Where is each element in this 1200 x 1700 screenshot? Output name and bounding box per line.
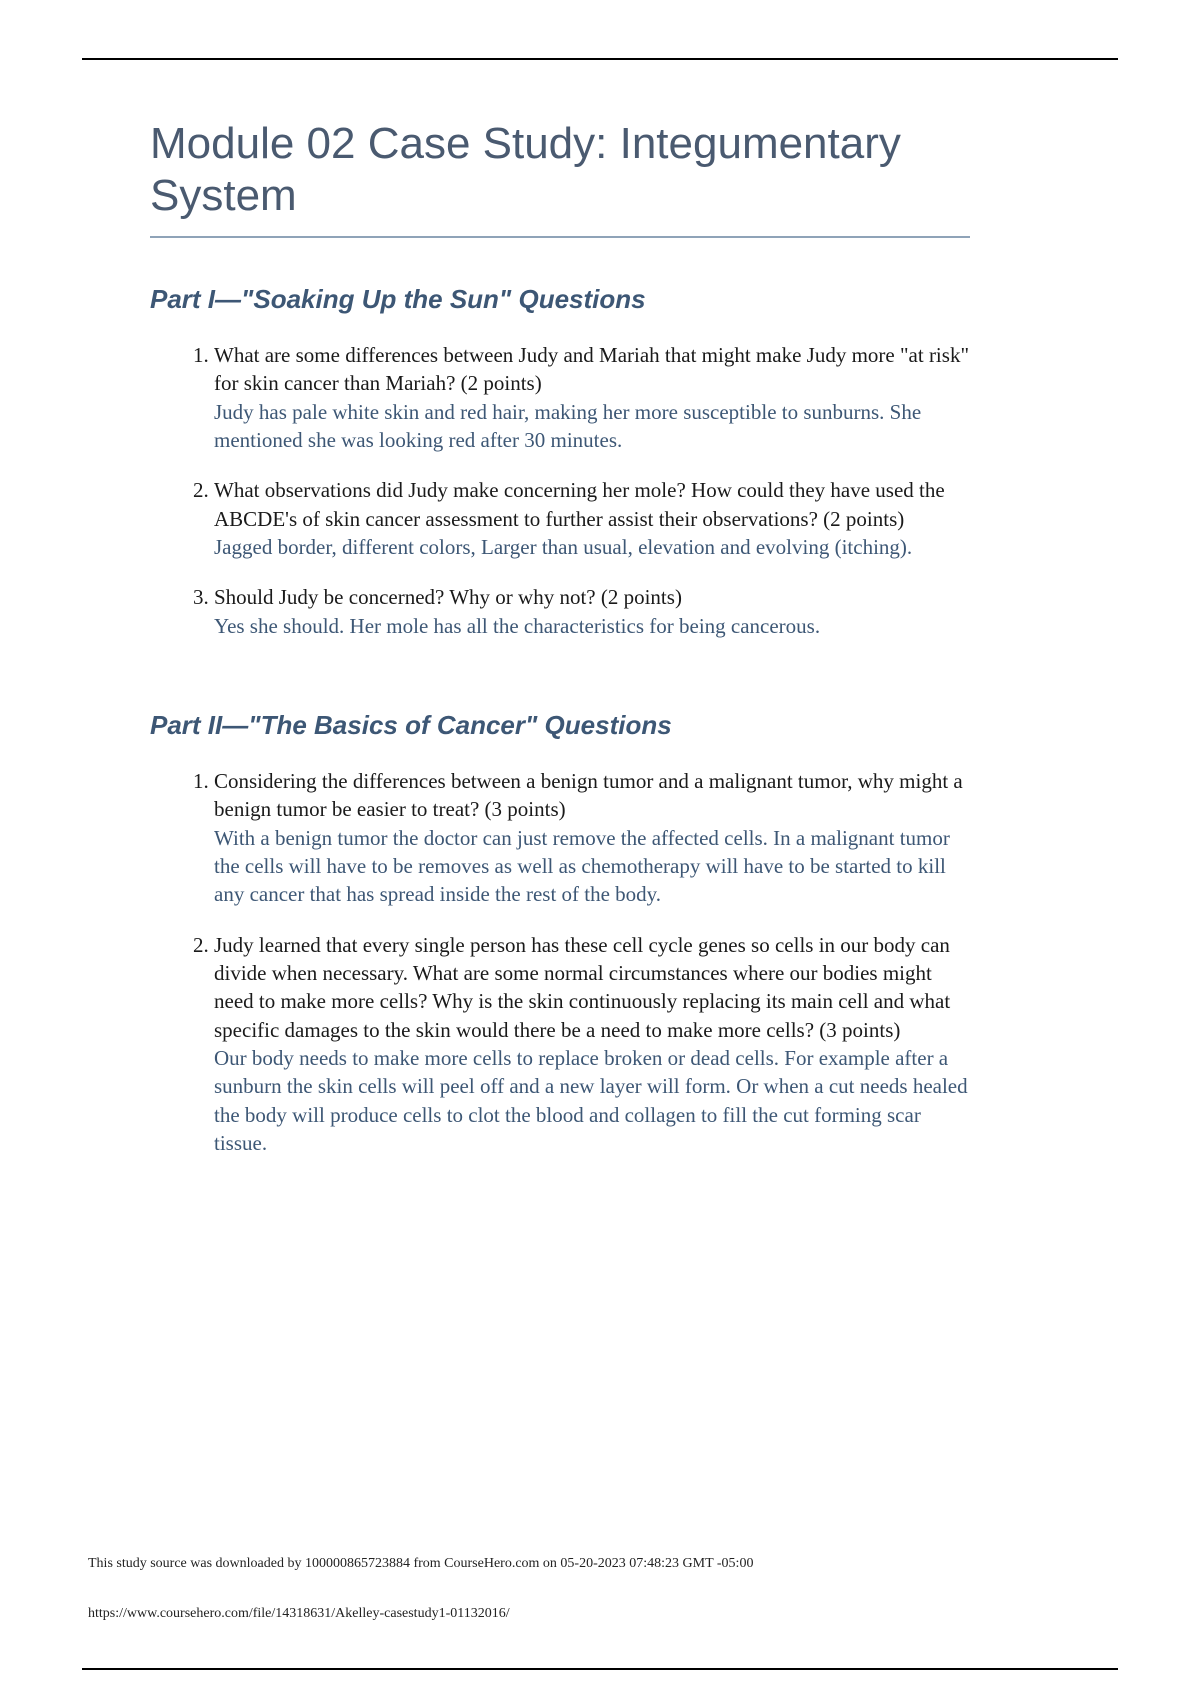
part-2-heading: Part II—"The Basics of Cancer" Questions [150, 710, 970, 741]
list-item: Should Judy be concerned? Why or why not… [214, 583, 970, 640]
answer-text: Our body needs to make more cells to rep… [214, 1044, 970, 1157]
question-text: What observations did Judy make concerni… [214, 478, 945, 530]
question-text: Should Judy be concerned? Why or why not… [214, 585, 682, 609]
answer-text: With a benign tumor the doctor can just … [214, 824, 970, 909]
part-1-heading: Part I—"Soaking Up the Sun" Questions [150, 284, 970, 315]
answer-text: Jagged border, different colors, Larger … [214, 533, 970, 561]
list-item: Considering the differences between a be… [214, 767, 970, 909]
question-text: Judy learned that every single person ha… [214, 933, 950, 1042]
answer-text: Judy has pale white skin and red hair, m… [214, 398, 970, 455]
question-text: What are some differences between Judy a… [214, 343, 969, 395]
list-item: What observations did Judy make concerni… [214, 476, 970, 561]
document-title: Module 02 Case Study: Integumentary Syst… [150, 118, 970, 238]
footer-source-text: This study source was downloaded by 1000… [88, 1556, 1112, 1572]
answer-text: Yes she should. Her mole has all the cha… [214, 612, 970, 640]
question-text: Considering the differences between a be… [214, 769, 963, 821]
bottom-horizontal-rule [82, 1668, 1118, 1670]
document-content: Module 02 Case Study: Integumentary Syst… [150, 118, 970, 1227]
part-1-question-list: What are some differences between Judy a… [150, 341, 970, 640]
top-horizontal-rule [82, 58, 1118, 60]
list-item: What are some differences between Judy a… [214, 341, 970, 454]
part-2-question-list: Considering the differences between a be… [150, 767, 970, 1157]
footer-notes: This study source was downloaded by 1000… [88, 1556, 1112, 1622]
footer-url-text: https://www.coursehero.com/file/14318631… [88, 1606, 1112, 1622]
list-item: Judy learned that every single person ha… [214, 931, 970, 1158]
